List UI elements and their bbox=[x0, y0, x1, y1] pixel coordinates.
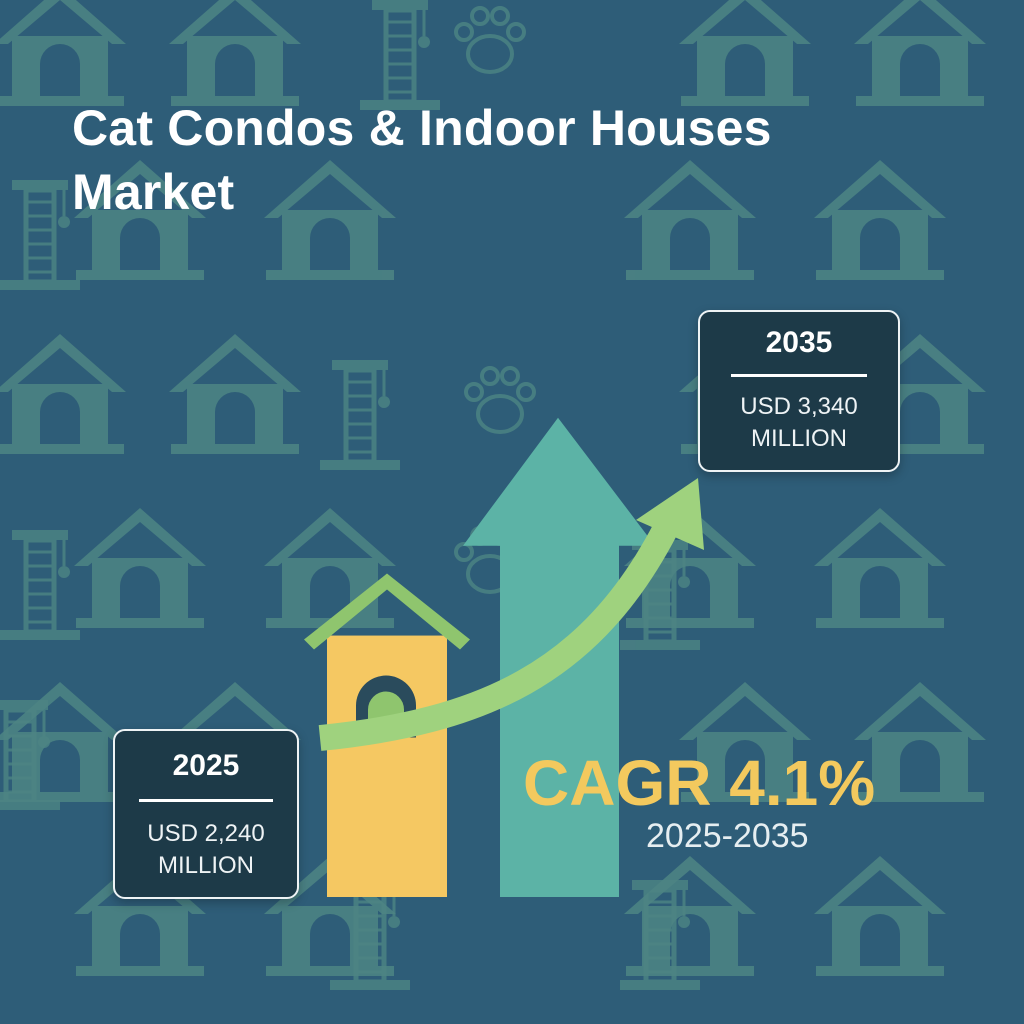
cat-house-icon bbox=[679, 0, 811, 106]
paw-print-icon bbox=[454, 6, 526, 74]
cagr-period: 2025-2035 bbox=[646, 817, 809, 855]
value-box-2025: 2025 USD 2,240 MILLION bbox=[113, 729, 299, 899]
paw-print-icon bbox=[464, 366, 536, 434]
cat-house-icon bbox=[74, 160, 206, 280]
cat-tree-icon bbox=[0, 700, 60, 810]
box-2025-value: USD 2,240 bbox=[147, 820, 265, 847]
cat-house-icon bbox=[0, 334, 126, 454]
box-2035-year: 2035 bbox=[765, 326, 833, 359]
cat-house-icon bbox=[264, 856, 396, 976]
value-box-2035: 2035 USD 3,340 MILLION bbox=[698, 310, 900, 472]
trend-arrow-icon bbox=[318, 478, 704, 751]
cat-house-icon bbox=[0, 682, 126, 802]
cat-house-icon bbox=[169, 0, 301, 106]
chart-title: Cat Condos & Indoor Houses Market bbox=[72, 96, 972, 224]
bar-2025 bbox=[327, 635, 447, 897]
cat-house-icon bbox=[74, 856, 206, 976]
chart-title-line-1: Cat Condos & Indoor Houses bbox=[72, 100, 772, 156]
cagr-label: CAGR 4.1% bbox=[523, 747, 876, 819]
trend-arrow-shaft bbox=[318, 522, 678, 751]
cat-tree-icon bbox=[620, 880, 700, 990]
cat-house-icon bbox=[0, 0, 126, 106]
cat-house-icon bbox=[624, 160, 756, 280]
trend-arrow-head bbox=[636, 478, 704, 550]
cat-tree-icon bbox=[0, 530, 80, 640]
cat-house-icon bbox=[169, 334, 301, 454]
cat-house-icon bbox=[264, 160, 396, 280]
cat-house-icon bbox=[814, 856, 946, 976]
box-2035-unit: MILLION bbox=[750, 425, 848, 452]
box-2025-divider bbox=[139, 799, 273, 802]
box-2035-value: USD 3,340 bbox=[740, 393, 858, 420]
cat-house-icon bbox=[814, 508, 946, 628]
cat-house-icon bbox=[679, 682, 811, 802]
box-2035-divider bbox=[731, 374, 867, 377]
cat-tree-icon bbox=[320, 360, 400, 470]
cat-house-icon bbox=[74, 508, 206, 628]
condo-roof bbox=[304, 573, 470, 650]
bar-2025-condo bbox=[304, 573, 470, 897]
cat-house-icon bbox=[854, 0, 986, 106]
cat-house-icon bbox=[854, 682, 986, 802]
box-2025-year: 2025 bbox=[172, 749, 240, 782]
cat-house-icon bbox=[814, 160, 946, 280]
cat-tree-icon bbox=[360, 0, 440, 110]
box-2025-unit: MILLION bbox=[157, 852, 255, 879]
chart-title-line-2: Market bbox=[72, 164, 235, 220]
cat-tree-icon bbox=[0, 180, 80, 290]
